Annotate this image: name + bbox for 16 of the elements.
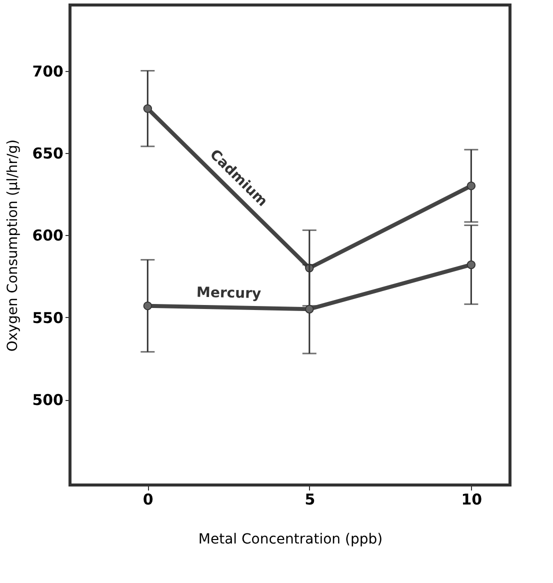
point bbox=[143, 301, 152, 310]
y-tick-label: 500 bbox=[32, 391, 64, 410]
point bbox=[305, 304, 314, 314]
y-tick-label: 700 bbox=[32, 62, 64, 80]
point bbox=[466, 181, 476, 190]
y-tick-label: 550 bbox=[32, 308, 64, 327]
point bbox=[466, 260, 476, 270]
y-axis-title: Oxygen Consumption (µl/hr/g) bbox=[5, 139, 22, 352]
x-axis-title: Metal Concentration (ppb) bbox=[198, 532, 383, 548]
y-tick-label: 650 bbox=[32, 144, 64, 162]
x-tick-label: 0 bbox=[142, 490, 154, 508]
x-tick-label: 10 bbox=[461, 490, 482, 508]
point bbox=[143, 104, 152, 113]
series-label: Mercury bbox=[196, 284, 262, 302]
x-tick-label: 5 bbox=[304, 490, 316, 508]
y-tick-label: 600 bbox=[32, 226, 64, 245]
